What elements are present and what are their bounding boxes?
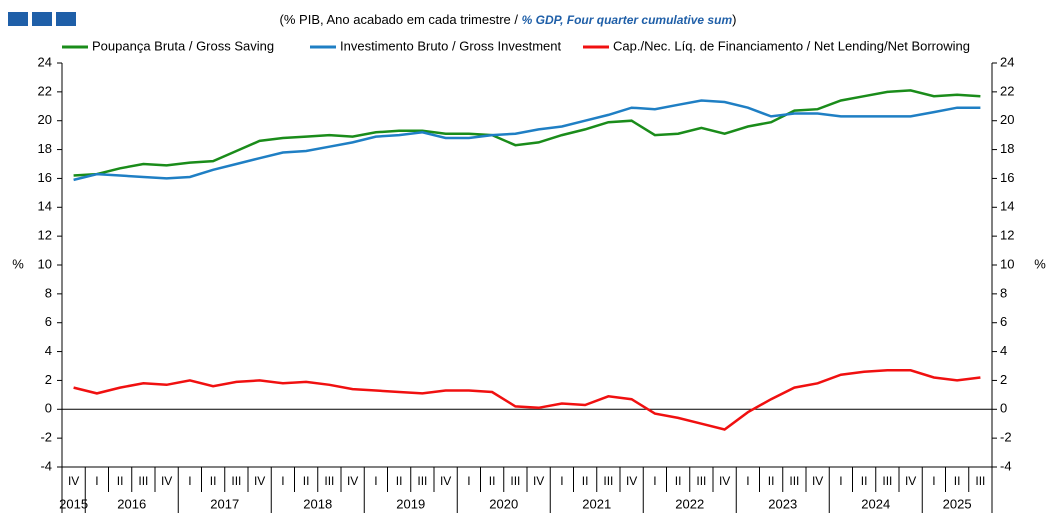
y-tick-label: 12 [38, 228, 52, 243]
year-label: 2018 [303, 496, 332, 511]
year-label: 2015 [59, 496, 88, 511]
x-tick-label: IV [347, 474, 358, 488]
year-label: 2024 [861, 496, 890, 511]
y2-tick-label: -2 [1000, 430, 1012, 445]
y2-axis-label: % [1034, 256, 1046, 271]
year-label: 2016 [117, 496, 146, 511]
x-tick-label: II [861, 474, 868, 488]
y2-tick-label: 18 [1000, 141, 1014, 156]
x-tick-label: III [882, 474, 892, 488]
y-tick-label: 22 [38, 83, 52, 98]
year-label: 2021 [582, 496, 611, 511]
subtitle-end: ) [732, 12, 736, 27]
y2-tick-label: -4 [1000, 458, 1012, 473]
year-label: 2017 [210, 496, 239, 511]
y-axis-label: % [12, 256, 24, 271]
y2-tick-label: 20 [1000, 112, 1014, 127]
x-tick-label: I [746, 474, 749, 488]
y2-tick-label: 8 [1000, 285, 1007, 300]
legend-label: Investimento Bruto / Gross Investment [340, 38, 561, 53]
legend-label: Poupança Bruta / Gross Saving [92, 38, 274, 53]
x-tick-label: II [303, 474, 310, 488]
logo-block [8, 12, 28, 26]
y-tick-label: 6 [45, 314, 52, 329]
y-tick-label: 20 [38, 112, 52, 127]
y2-tick-label: 24 [1000, 54, 1014, 69]
x-tick-label: III [138, 474, 148, 488]
x-tick-label: II [210, 474, 217, 488]
y2-tick-label: 22 [1000, 83, 1014, 98]
x-tick-label: I [374, 474, 377, 488]
y-tick-label: 24 [38, 54, 52, 69]
y-tick-label: 4 [45, 343, 52, 358]
y-tick-label: -2 [40, 430, 52, 445]
series-line [73, 89, 981, 177]
series-line [73, 369, 981, 431]
y2-tick-label: 0 [1000, 401, 1007, 416]
x-tick-label: I [560, 474, 563, 488]
x-tick-label: IV [68, 474, 79, 488]
y2-tick-label: 2 [1000, 372, 1007, 387]
y-tick-label: 10 [38, 256, 52, 271]
subtitle-en: % GDP, Four quarter cumulative sum [522, 13, 733, 27]
y2-tick-label: 10 [1000, 256, 1014, 271]
x-tick-label: II [675, 474, 682, 488]
x-tick-label: I [467, 474, 470, 488]
x-tick-label: III [975, 474, 985, 488]
series-line [73, 99, 981, 182]
x-tick-label: IV [626, 474, 637, 488]
y-tick-label: 18 [38, 141, 52, 156]
x-tick-label: IV [254, 474, 265, 488]
x-tick-label: I [281, 474, 284, 488]
x-tick-label: IV [533, 474, 544, 488]
y2-tick-label: 6 [1000, 314, 1007, 329]
x-tick-label: II [768, 474, 775, 488]
year-label: 2023 [768, 496, 797, 511]
y2-tick-label: 12 [1000, 228, 1014, 243]
y2-tick-label: 14 [1000, 199, 1014, 214]
x-tick-label: I [95, 474, 98, 488]
x-tick-label: IV [161, 474, 172, 488]
x-tick-label: I [653, 474, 656, 488]
x-tick-label: III [789, 474, 799, 488]
logo-block [56, 12, 76, 26]
y-tick-label: 0 [45, 401, 52, 416]
y2-tick-label: 4 [1000, 343, 1007, 358]
x-tick-label: I [188, 474, 191, 488]
x-tick-label: III [417, 474, 427, 488]
x-tick-label: III [231, 474, 241, 488]
x-tick-label: I [932, 474, 935, 488]
y2-tick-label: 16 [1000, 170, 1014, 185]
x-tick-label: IV [905, 474, 916, 488]
year-label: 2022 [675, 496, 704, 511]
y-tick-label: 14 [38, 199, 52, 214]
x-tick-label: II [954, 474, 961, 488]
y-tick-label: 16 [38, 170, 52, 185]
x-tick-label: III [510, 474, 520, 488]
x-tick-label: II [489, 474, 496, 488]
year-label: 2025 [943, 496, 972, 511]
x-tick-label: IV [440, 474, 451, 488]
x-tick-label: IV [719, 474, 730, 488]
subtitle: (% PIB, Ano acabado em cada trimestre / … [280, 12, 737, 27]
x-tick-label: III [603, 474, 613, 488]
logo-block [32, 12, 52, 26]
year-label: 2020 [489, 496, 518, 511]
y-tick-label: 8 [45, 285, 52, 300]
x-tick-label: I [839, 474, 842, 488]
y-tick-label: -4 [40, 458, 52, 473]
x-tick-label: II [396, 474, 403, 488]
x-tick-label: III [696, 474, 706, 488]
x-tick-label: IV [812, 474, 823, 488]
subtitle-pt: (% PIB, Ano acabado em cada trimestre / [280, 12, 522, 27]
legend-label: Cap./Nec. Líq. de Financiamento / Net Le… [613, 38, 970, 53]
y-tick-label: 2 [45, 372, 52, 387]
x-tick-label: III [324, 474, 334, 488]
x-tick-label: II [117, 474, 124, 488]
x-tick-label: II [582, 474, 589, 488]
year-label: 2019 [396, 496, 425, 511]
